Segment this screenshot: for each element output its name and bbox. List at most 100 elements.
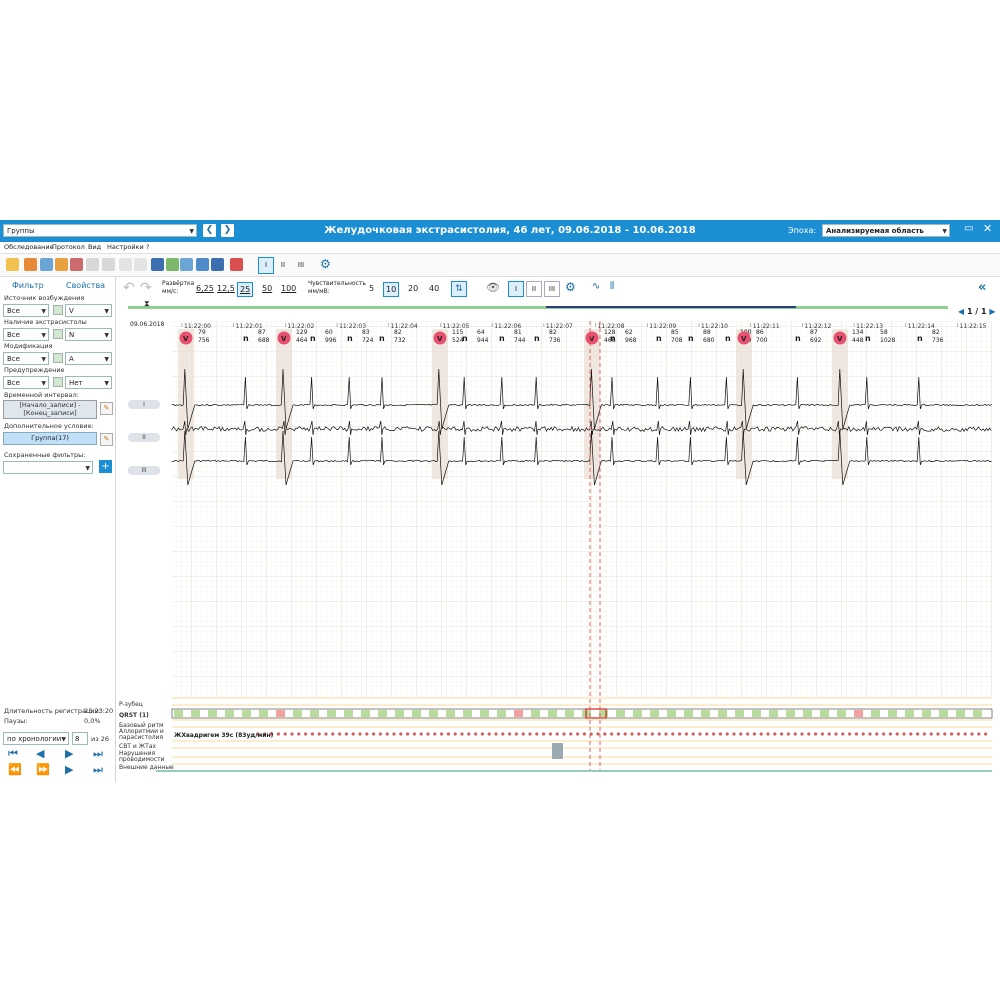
menu-protocol[interactable]: Протокол [52, 243, 85, 251]
marker-icon[interactable] [230, 258, 243, 271]
prev-event-icon[interactable]: ⏪ [8, 763, 22, 776]
view-lead-3[interactable]: III [544, 281, 560, 297]
saved-filters-select[interactable]: ▼ [3, 461, 93, 474]
mod-all-value: Все [7, 355, 20, 363]
first-icon[interactable]: ⏮ [8, 747, 18, 760]
lead-label-2[interactable]: II [128, 433, 160, 442]
sens-10[interactable]: 10 [383, 282, 400, 297]
source-color[interactable] [53, 305, 63, 315]
view-lead-2[interactable]: II [526, 281, 542, 297]
sweep-6-25[interactable]: 6,25 [196, 284, 214, 293]
next-button[interactable]: ❯ [221, 224, 234, 237]
menu-view[interactable]: Вид [88, 243, 102, 251]
tree-icon[interactable] [6, 258, 19, 271]
ruler-icon[interactable] [211, 258, 224, 271]
play-icon[interactable]: ▶ [65, 747, 74, 760]
collapse-icon[interactable]: « [978, 280, 987, 295]
interval-field[interactable]: [Начало_записи] - [Конец_записи] [3, 400, 97, 419]
forward-arrow-icon[interactable]: ↷ [140, 280, 152, 296]
sens-40[interactable]: 40 [429, 284, 440, 293]
position-bar[interactable] [128, 306, 948, 309]
report-icon[interactable] [70, 258, 83, 271]
redo-icon[interactable] [134, 258, 147, 271]
globe-icon[interactable] [166, 258, 179, 271]
back-arrow-icon[interactable]: ↶ [123, 280, 135, 296]
epoch-select[interactable]: Анализируемая область ▼ [822, 224, 950, 237]
gear-icon[interactable]: ⚙ [320, 257, 331, 271]
add-filter-button[interactable]: + [99, 460, 112, 473]
hand-icon[interactable] [86, 258, 99, 271]
warn-all-select[interactable]: Все ▼ [3, 376, 49, 389]
prev-icon[interactable]: ◀ [36, 747, 45, 760]
source-all-select[interactable]: Все ▼ [3, 304, 49, 317]
pvc-shade [736, 329, 752, 479]
tab-filter[interactable]: Фильтр [12, 281, 44, 290]
view-lead-1[interactable]: I [508, 281, 524, 297]
edit-condition-icon[interactable]: ✎ [100, 433, 113, 446]
bars-icon[interactable]: ⫴ [610, 281, 615, 292]
group-condition-button[interactable]: Группа(17) [3, 432, 97, 445]
extra-color[interactable] [53, 329, 63, 339]
next-event-icon[interactable]: ⏩ [36, 763, 50, 776]
sweep-100[interactable]: 100 [281, 284, 297, 293]
prev-button[interactable]: ❮ [203, 224, 216, 237]
lead-button-1[interactable]: I [258, 257, 274, 274]
hand2-icon[interactable] [102, 258, 115, 271]
edit-interval-icon[interactable]: ✎ [100, 402, 113, 415]
last-icon[interactable]: ⏭ [93, 747, 103, 760]
restore-icon[interactable]: ▭ [964, 223, 974, 234]
allorhythm-dot [793, 732, 797, 736]
filter-signal-icon[interactable]: ⇅ [451, 281, 467, 297]
window-icon[interactable] [196, 258, 209, 271]
mod-all-select[interactable]: Все ▼ [3, 352, 49, 365]
page-prev-icon[interactable]: ◀ [958, 307, 965, 316]
warn-value-select[interactable]: Нет ▼ [65, 376, 112, 389]
sweep-50[interactable]: 50 [262, 284, 273, 293]
clean-icon[interactable] [151, 258, 164, 271]
ecg-svg[interactable]: ⧗ 11:22:00 11:22:01 11:22:02 11:22:03 11:22:… [116, 299, 1000, 782]
settings-gear-icon[interactable]: ⚙ [565, 280, 576, 294]
extra-value-select[interactable]: N ▼ [65, 328, 112, 341]
allorhythm-dot [684, 732, 689, 736]
eye-icon[interactable]: 👁 [486, 281, 500, 294]
mod-color[interactable] [53, 353, 63, 363]
allorhythm-dot [514, 732, 518, 736]
page-input[interactable]: 8 [72, 732, 88, 745]
print-icon[interactable] [40, 258, 53, 271]
lead-button-2[interactable]: II [280, 261, 286, 269]
close-icon[interactable]: ✕ [983, 222, 993, 235]
rr-top: 81 [514, 329, 522, 336]
menu-exam[interactable]: Обследование [4, 243, 54, 251]
sort-select[interactable]: по хронологии ▼ [3, 732, 69, 745]
lead-label-1[interactable]: I [128, 400, 160, 409]
page-next-icon[interactable]: ▶ [989, 307, 996, 316]
ecg-chart-area[interactable]: ⧗ 11:22:00 11:22:01 11:22:02 11:22:03 11:22:… [116, 299, 1000, 782]
undo-icon[interactable] [119, 258, 132, 271]
end-icon[interactable]: ⏭ [93, 763, 103, 776]
export-icon[interactable] [55, 258, 68, 271]
lead-label-3[interactable]: III [128, 466, 160, 475]
menu-help[interactable]: ? [146, 243, 150, 251]
chevron-down-icon: ▼ [41, 332, 46, 339]
open-icon[interactable] [24, 258, 37, 271]
next-marker-icon[interactable]: ▶ [65, 763, 74, 776]
sweep-25[interactable]: 25 [237, 282, 254, 297]
wave-icon[interactable]: ∿ [592, 281, 601, 292]
shield-icon[interactable] [180, 258, 193, 271]
sens-5[interactable]: 5 [369, 284, 375, 293]
group-select[interactable]: Группы ▼ [3, 224, 197, 237]
position-window[interactable] [546, 306, 796, 308]
source-value-select[interactable]: V ▼ [65, 304, 112, 317]
lead-button-3[interactable]: III [297, 261, 305, 269]
sens-20[interactable]: 20 [408, 284, 419, 293]
rr-top: 79 [198, 329, 206, 336]
allorhythm-dot [392, 732, 396, 736]
allorhythm-dot [800, 732, 804, 736]
allorhythm-dot [882, 732, 886, 736]
menu-settings[interactable]: Настройки [107, 243, 144, 251]
sweep-12-5[interactable]: 12,5 [217, 284, 235, 293]
warn-color[interactable] [53, 377, 63, 387]
mod-value-select[interactable]: A ▼ [65, 352, 112, 365]
extra-all-select[interactable]: Все ▼ [3, 328, 49, 341]
tab-properties[interactable]: Свойства [66, 281, 106, 290]
